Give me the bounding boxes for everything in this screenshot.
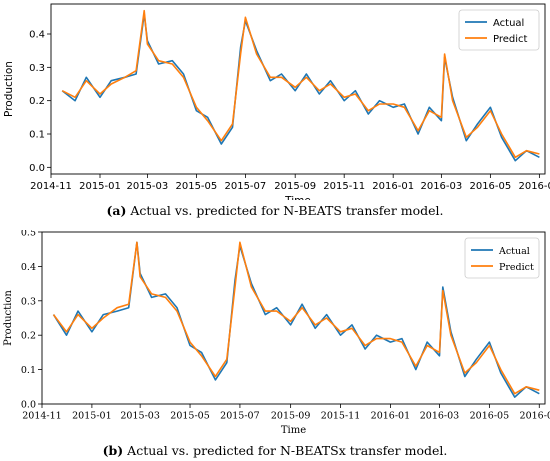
x-tick-label: 2015-07 [220, 411, 259, 422]
x-tick-label: 2015-01 [72, 411, 111, 422]
series-line-predict [61, 9, 540, 159]
x-tick-label: 2015-07 [224, 181, 266, 192]
x-tick-label: 2016-07 [520, 411, 550, 422]
y-tick-label: 0.1 [21, 365, 36, 376]
y-tick-label: 0.0 [29, 163, 45, 174]
x-axis-label: Time [284, 195, 311, 200]
x-tick-label: 2016-03 [420, 181, 462, 192]
caption-b: (b) Actual vs. predicted for N-BEATSx tr… [0, 443, 550, 458]
legend-label: Predict [493, 34, 528, 45]
x-tick-label: 2014-11 [30, 181, 72, 192]
x-tick-label: 2015-05 [175, 181, 217, 192]
legend-label: Predict [499, 262, 534, 273]
legend-box [458, 9, 540, 51]
x-tick-label: 2015-03 [126, 181, 168, 192]
y-tick-label: 0.0 [21, 400, 36, 411]
x-tick-label: 2015-09 [274, 181, 316, 192]
series-line-predict [52, 241, 540, 395]
x-tick-label: 2015-09 [271, 411, 310, 422]
y-tick-label: 0.2 [29, 96, 45, 107]
y-tick-label: 0.3 [29, 63, 45, 74]
x-tick-label: 2016-05 [470, 411, 509, 422]
panel-b: 0.0 0.1 0.2 0.3 0.4 0.5 2014-11 2015-01 2015-03 2… [0, 230, 550, 461]
y-tick-label: 0.2 [21, 331, 36, 342]
x-tick-label: 2015-05 [170, 411, 209, 422]
y-tick-label: 0.4 [29, 30, 45, 41]
plot-frame [41, 231, 546, 405]
x-tick-label: 2015-11 [321, 411, 360, 422]
x-tick-label: 2015-01 [79, 181, 121, 192]
legend-label: Actual [493, 18, 524, 29]
caption-a: (a) Actual vs. predicted for N-BEATS tra… [0, 203, 550, 218]
y-tick-label: 0.3 [21, 296, 36, 307]
chart-a: 0.0 0.1 0.2 0.3 0.4 2014-11 2015-01 2015-03 2015… [3, 3, 550, 200]
legend-box [464, 237, 540, 279]
y-tick-label: 0.4 [21, 262, 36, 273]
x-tick-label: 2016-01 [372, 181, 414, 192]
y-axis-label: Production [3, 290, 14, 346]
y-tick-label: 0.5 [21, 230, 36, 239]
caption-b-label: (b) [102, 443, 124, 458]
x-tick-label: 2016-07 [518, 181, 550, 192]
caption-a-text: Actual vs. predicted for N-BEATS transfe… [126, 203, 444, 218]
y-axis-label: Production [3, 61, 15, 117]
x-axis-label: Time [281, 425, 306, 435]
x-tick-label: 2016-05 [469, 181, 511, 192]
caption-b-text: Actual vs. predicted for N-BEATSx transf… [123, 443, 448, 458]
panel-a: 0.0 0.1 0.2 0.3 0.4 2014-11 2015-01 2015-03 2015… [0, 0, 550, 230]
plot-frame [50, 3, 546, 175]
x-tick-label: 2015-03 [120, 411, 159, 422]
x-tick-label: 2015-11 [323, 181, 365, 192]
legend-label: Actual [498, 246, 530, 257]
y-tick-label: 0.1 [29, 130, 45, 141]
chart-b: 0.0 0.1 0.2 0.3 0.4 0.5 2014-11 2015-01 2015-03 2… [3, 230, 550, 435]
x-tick-label: 2016-01 [371, 411, 410, 422]
x-tick-label: 2014-11 [22, 411, 61, 422]
caption-a-label: (a) [106, 203, 127, 218]
x-tick-label: 2016-03 [420, 411, 459, 422]
